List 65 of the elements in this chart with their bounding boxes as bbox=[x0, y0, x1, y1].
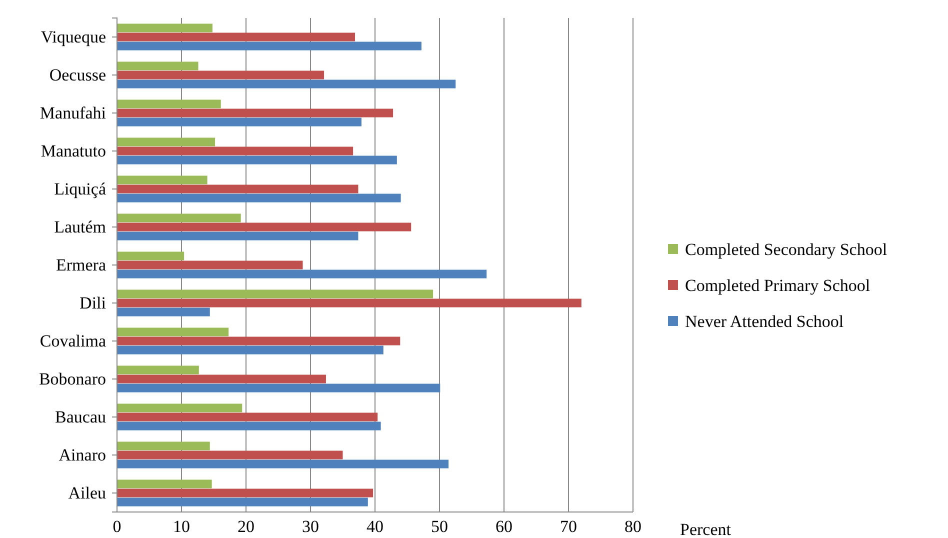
bar bbox=[117, 298, 582, 308]
legend-label: Never Attended School bbox=[685, 312, 844, 331]
bar bbox=[117, 412, 378, 422]
bar bbox=[117, 336, 400, 346]
y-tick-label: Viqueque bbox=[40, 27, 106, 46]
bar bbox=[117, 480, 212, 488]
bar bbox=[117, 24, 212, 32]
bar bbox=[117, 184, 358, 194]
legend-label: Completed Secondary School bbox=[685, 240, 888, 259]
x-tick-label: 60 bbox=[496, 517, 512, 536]
y-tick-label: Manufahi bbox=[40, 103, 106, 122]
bar bbox=[117, 62, 198, 70]
x-tick-label: 20 bbox=[238, 517, 254, 536]
bar bbox=[117, 404, 242, 412]
bar bbox=[117, 156, 397, 164]
x-tick-label: 40 bbox=[366, 517, 384, 536]
bar bbox=[117, 100, 221, 108]
y-tick-label: Bobonaro bbox=[38, 369, 106, 388]
bar bbox=[117, 346, 384, 354]
y-tick-label: Covalima bbox=[40, 331, 106, 350]
bar bbox=[117, 384, 440, 392]
y-tick-label: Lautém bbox=[54, 217, 106, 236]
bar bbox=[117, 442, 210, 450]
x-tick-label: 80 bbox=[624, 517, 642, 536]
bar bbox=[117, 32, 356, 42]
y-tick-label: Baucau bbox=[55, 407, 106, 426]
bar bbox=[117, 488, 374, 498]
bar bbox=[117, 118, 362, 126]
bar bbox=[117, 108, 394, 118]
bar bbox=[117, 270, 487, 278]
bar bbox=[117, 232, 358, 240]
y-tick-label: Ermera bbox=[56, 255, 106, 274]
y-tick-label: Oecusse bbox=[49, 65, 106, 84]
legend-label: Completed Primary School bbox=[685, 276, 870, 295]
x-tick-label: 30 bbox=[302, 517, 319, 536]
y-tick-label: Ainaro bbox=[58, 445, 106, 464]
bar bbox=[117, 252, 184, 260]
x-tick-label: 50 bbox=[431, 517, 448, 536]
bar bbox=[117, 138, 216, 146]
y-tick-label: Manatuto bbox=[40, 141, 106, 160]
bar bbox=[117, 260, 303, 270]
bar bbox=[117, 42, 422, 50]
bar bbox=[117, 146, 354, 156]
bar bbox=[117, 176, 208, 184]
y-tick-label: Aileu bbox=[68, 483, 106, 502]
bar bbox=[117, 366, 199, 374]
bar bbox=[117, 460, 449, 468]
bar bbox=[117, 194, 401, 202]
bar bbox=[117, 222, 412, 232]
bar bbox=[117, 498, 368, 506]
bar bbox=[117, 308, 210, 316]
bar bbox=[117, 374, 326, 384]
bar bbox=[117, 80, 456, 88]
bar bbox=[117, 70, 324, 80]
x-tick-label: 10 bbox=[173, 517, 190, 536]
bar bbox=[117, 328, 229, 336]
bar bbox=[117, 290, 434, 298]
x-tick-label: 0 bbox=[112, 517, 122, 536]
bar bbox=[117, 450, 343, 460]
bar bbox=[117, 422, 381, 430]
y-tick-label: Dili bbox=[80, 293, 106, 312]
x-tick-label: 70 bbox=[560, 517, 577, 536]
bar bbox=[117, 214, 241, 222]
y-tick-label: Liquiçá bbox=[54, 179, 106, 198]
x-axis-title: Percent bbox=[680, 520, 732, 538]
